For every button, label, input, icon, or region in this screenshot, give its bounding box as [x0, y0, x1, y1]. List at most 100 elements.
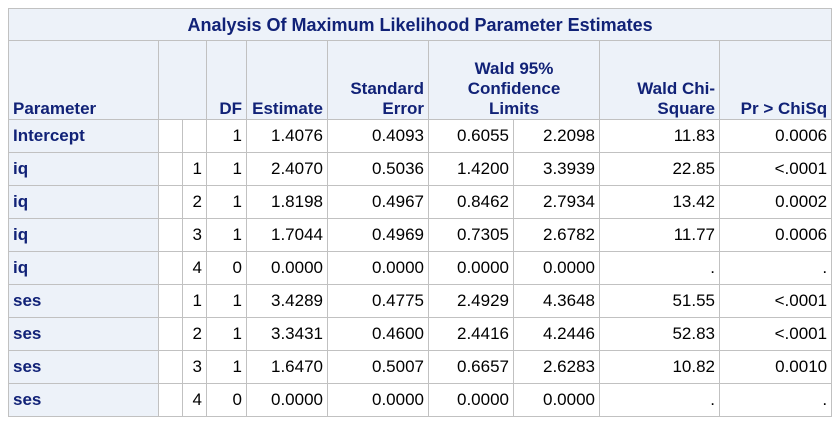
table-row: Intercept 1 1.4076 0.4093 0.6055 2.2098 11.83 0… — [8, 119, 833, 153]
spacer-cell — [158, 284, 183, 318]
table-row: iq 3 1 1.7044 0.4969 0.7305 2.6782 11.77 0.0006 — [8, 218, 833, 252]
parameter-cell: iq — [8, 251, 159, 285]
parameter-cell: iq — [8, 185, 159, 219]
estimate-cell: 3.4289 — [246, 284, 328, 318]
wald-chisq-cell: 11.83 — [599, 119, 720, 153]
wald-chisq-cell: 51.55 — [599, 284, 720, 318]
lower-limit-cell: 0.7305 — [428, 218, 514, 252]
standard-error-cell: 0.0000 — [327, 383, 429, 417]
header-standard-error: Standard Error — [327, 40, 429, 120]
table-row: ses 4 0 0.0000 0.0000 0.0000 0.0000.. — [8, 383, 833, 417]
upper-limit-cell: 2.2098 — [513, 119, 600, 153]
table-row: iq 2 1 1.8198 0.4967 0.8462 2.7934 13.42 0.0002 — [8, 185, 833, 219]
standard-error-cell: 0.4093 — [327, 119, 429, 153]
df-cell: 0 — [206, 383, 247, 417]
header-pr-chisq: Pr > ChiSq — [718, 40, 833, 120]
estimate-cell: 0.0000 — [246, 251, 328, 285]
table-row: iq 4 0 0.0000 0.0000 0.0000 0.0000.. — [8, 251, 833, 285]
upper-limit-cell: 0.0000 — [513, 251, 600, 285]
table-title: Analysis Of Maximum Likelihood Parameter… — [7, 8, 833, 41]
pr-chisq-cell: . — [718, 383, 833, 417]
spacer-cell — [158, 251, 183, 285]
standard-error-cell: 0.4969 — [327, 218, 429, 252]
estimate-cell: 0.0000 — [246, 383, 328, 417]
level-cell: 2 — [182, 317, 207, 351]
df-cell: 1 — [206, 185, 247, 219]
header-df: DF — [206, 40, 247, 120]
lower-limit-cell: 2.4929 — [428, 284, 514, 318]
parameter-cell: iq — [8, 152, 159, 186]
table-row: ses 3 1 1.6470 0.5007 0.6657 2.6283 10.82 0.0010 — [8, 350, 833, 384]
upper-limit-cell: 4.3648 — [513, 284, 600, 318]
parameter-cell: ses — [8, 317, 159, 351]
parameter-cell: Intercept — [8, 119, 159, 153]
spacer-cell — [158, 383, 183, 417]
level-cell: 4 — [182, 251, 207, 285]
wald-chisq-cell: 52.83 — [599, 317, 720, 351]
lower-limit-cell: 0.6657 — [428, 350, 514, 384]
pr-chisq-cell: 0.0006 — [718, 218, 833, 252]
estimate-cell: 2.4070 — [246, 152, 328, 186]
pr-chisq-cell: <.0001 — [718, 284, 833, 318]
lower-limit-cell: 2.4416 — [428, 317, 514, 351]
upper-limit-cell: 4.2446 — [513, 317, 600, 351]
header-wald-ci-line3: Limits — [488, 99, 540, 118]
spacer-cell — [158, 152, 183, 186]
estimate-cell: 1.8198 — [246, 185, 328, 219]
pr-chisq-cell: 0.0006 — [718, 119, 833, 153]
df-cell: 1 — [206, 284, 247, 318]
standard-error-cell: 0.4967 — [327, 185, 429, 219]
upper-limit-cell: 3.3939 — [513, 152, 600, 186]
table-body: Intercept 1 1.4076 0.4093 0.6055 2.2098 11.83 0… — [8, 119, 833, 417]
ml-estimates-table: Analysis Of Maximum Likelihood Parameter… — [7, 8, 833, 417]
spacer-cell — [158, 119, 183, 153]
header-wald-chisq-line2: Square — [657, 99, 715, 118]
upper-limit-cell: 2.6782 — [513, 218, 600, 252]
spacer-cell — [158, 218, 183, 252]
pr-chisq-cell: <.0001 — [718, 317, 833, 351]
parameter-cell: iq — [8, 218, 159, 252]
pr-chisq-cell: 0.0002 — [718, 185, 833, 219]
standard-error-cell: 0.4775 — [327, 284, 429, 318]
spacer-cell — [158, 185, 183, 219]
level-cell: 1 — [182, 152, 207, 186]
level-cell — [182, 119, 207, 153]
pr-chisq-cell: . — [718, 251, 833, 285]
upper-limit-cell: 0.0000 — [513, 383, 600, 417]
wald-chisq-cell: 13.42 — [599, 185, 720, 219]
df-cell: 1 — [206, 119, 247, 153]
parameter-cell: ses — [8, 284, 159, 318]
header-wald-ci-line1: Wald 95% — [474, 59, 554, 78]
df-cell: 1 — [206, 218, 247, 252]
pr-chisq-cell: <.0001 — [718, 152, 833, 186]
estimate-cell: 1.6470 — [246, 350, 328, 384]
header-wald-ci-line2: Confidence — [467, 79, 561, 98]
header-parameter: Parameter — [8, 40, 159, 120]
standard-error-cell: 0.5007 — [327, 350, 429, 384]
parameter-cell: ses — [8, 350, 159, 384]
spacer-cell — [158, 317, 183, 351]
header-estimate: Estimate — [246, 40, 328, 120]
table-row: ses 2 1 3.3431 0.4600 2.4416 4.2446 52.83 <.0001 — [8, 317, 833, 351]
wald-chisq-cell: . — [599, 383, 720, 417]
header-standard-error-line1: Standard — [350, 79, 424, 98]
lower-limit-cell: 1.4200 — [428, 152, 514, 186]
table-row: iq 1 1 2.4070 0.5036 1.4200 3.3939 22.85 <.0001 — [8, 152, 833, 186]
level-cell: 4 — [182, 383, 207, 417]
table-caption-row: Analysis Of Maximum Likelihood Parameter… — [7, 8, 833, 41]
upper-limit-cell: 2.6283 — [513, 350, 600, 384]
upper-limit-cell: 2.7934 — [513, 185, 600, 219]
wald-chisq-cell: 22.85 — [599, 152, 720, 186]
df-cell: 1 — [206, 317, 247, 351]
lower-limit-cell: 0.0000 — [428, 383, 514, 417]
parameter-cell: ses — [8, 383, 159, 417]
table-row: ses 1 1 3.4289 0.4775 2.4929 4.3648 51.55 <.0001 — [8, 284, 833, 318]
header-wald-ci: Wald 95% Confidence Limits — [428, 40, 600, 120]
df-cell: 1 — [206, 152, 247, 186]
pr-chisq-cell: 0.0010 — [718, 350, 833, 384]
column-header-row: Parameter DF Estimate Standard Error Wal… — [8, 40, 833, 120]
lower-limit-cell: 0.8462 — [428, 185, 514, 219]
header-standard-error-line2: Error — [382, 99, 424, 118]
wald-chisq-cell: 10.82 — [599, 350, 720, 384]
level-cell: 2 — [182, 185, 207, 219]
